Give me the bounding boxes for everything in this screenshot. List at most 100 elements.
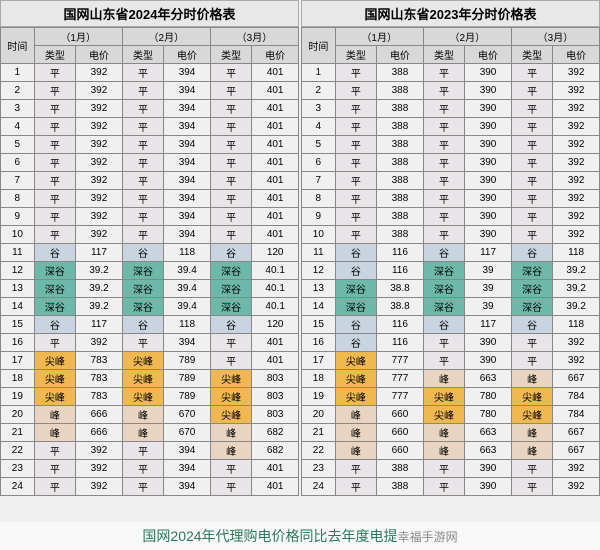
hour-cell: 19 bbox=[302, 388, 336, 406]
table-body-2024: 1平392平394平4012平392平394平4013平392平394平4014… bbox=[1, 64, 299, 496]
table-row: 7平388平390平392 bbox=[302, 172, 600, 190]
hour-cell: 24 bbox=[302, 478, 336, 496]
table-row: 11谷117谷118谷120 bbox=[1, 244, 299, 262]
price-cell: 390 bbox=[465, 64, 512, 82]
price-cell: 116 bbox=[377, 316, 424, 334]
price-cell: 392 bbox=[553, 334, 600, 352]
type-cell: 平 bbox=[122, 334, 163, 352]
price-cell: 39.4 bbox=[164, 298, 211, 316]
price-cell: 39.2 bbox=[553, 280, 600, 298]
hour-cell: 5 bbox=[302, 136, 336, 154]
table-row: 16平392平394平401 bbox=[1, 334, 299, 352]
table-row: 16谷116平390平392 bbox=[302, 334, 600, 352]
table-row: 17尖峰777平390平392 bbox=[302, 352, 600, 370]
type-cell: 谷 bbox=[511, 244, 552, 262]
hour-cell: 15 bbox=[1, 316, 35, 334]
table-row: 1平392平394平401 bbox=[1, 64, 299, 82]
table-row: 5平392平394平401 bbox=[1, 136, 299, 154]
type-cell: 平 bbox=[335, 136, 376, 154]
price-cell: 394 bbox=[164, 478, 211, 496]
price-cell: 789 bbox=[164, 352, 211, 370]
price-cell: 777 bbox=[377, 352, 424, 370]
type-cell: 平 bbox=[122, 172, 163, 190]
type-cell: 谷 bbox=[423, 316, 464, 334]
table-row: 12谷116深谷39深谷39.2 bbox=[302, 262, 600, 280]
price-cell: 390 bbox=[465, 190, 512, 208]
price-cell: 392 bbox=[553, 172, 600, 190]
type-cell: 深谷 bbox=[210, 262, 251, 280]
type-cell: 平 bbox=[335, 154, 376, 172]
table-row: 6平392平394平401 bbox=[1, 154, 299, 172]
type-cell: 平 bbox=[210, 82, 251, 100]
price-cell: 401 bbox=[252, 478, 299, 496]
price-cell: 116 bbox=[377, 334, 424, 352]
type-cell: 平 bbox=[335, 478, 376, 496]
table-title-2024: 国网山东省2024年分时价格表 bbox=[0, 0, 299, 27]
price-cell: 394 bbox=[164, 190, 211, 208]
price-cell: 666 bbox=[76, 424, 123, 442]
type-cell: 尖峰 bbox=[34, 370, 75, 388]
header-type-1: 类型 bbox=[335, 46, 376, 64]
price-cell: 118 bbox=[164, 316, 211, 334]
header-row-months: 时间 （1月） （2月） （3月） bbox=[302, 28, 600, 46]
type-cell: 平 bbox=[335, 190, 376, 208]
header-row-sub: 类型 电价 类型 电价 类型 电价 bbox=[1, 46, 299, 64]
type-cell: 峰 bbox=[335, 442, 376, 460]
type-cell: 尖峰 bbox=[423, 388, 464, 406]
type-cell: 平 bbox=[511, 334, 552, 352]
type-cell: 平 bbox=[210, 64, 251, 82]
price-cell: 394 bbox=[164, 208, 211, 226]
type-cell: 平 bbox=[34, 226, 75, 244]
hour-cell: 20 bbox=[302, 406, 336, 424]
type-cell: 峰 bbox=[335, 406, 376, 424]
type-cell: 平 bbox=[423, 100, 464, 118]
type-cell: 深谷 bbox=[335, 298, 376, 316]
table-row: 2平388平390平392 bbox=[302, 82, 600, 100]
type-cell: 深谷 bbox=[122, 280, 163, 298]
price-cell: 39 bbox=[465, 298, 512, 316]
price-cell: 390 bbox=[465, 226, 512, 244]
type-cell: 峰 bbox=[511, 370, 552, 388]
table-row: 24平392平394平401 bbox=[1, 478, 299, 496]
price-cell: 803 bbox=[252, 388, 299, 406]
watermark: 幸福手游网 bbox=[398, 530, 458, 544]
price-cell: 390 bbox=[465, 118, 512, 136]
hour-cell: 22 bbox=[1, 442, 35, 460]
type-cell: 尖峰 bbox=[34, 388, 75, 406]
type-cell: 平 bbox=[34, 154, 75, 172]
price-cell: 120 bbox=[252, 316, 299, 334]
type-cell: 平 bbox=[122, 190, 163, 208]
header-month-2: （2月） bbox=[122, 28, 210, 46]
hour-cell: 1 bbox=[302, 64, 336, 82]
type-cell: 平 bbox=[210, 118, 251, 136]
price-cell: 394 bbox=[164, 460, 211, 478]
price-cell: 401 bbox=[252, 460, 299, 478]
price-cell: 388 bbox=[377, 190, 424, 208]
hour-cell: 3 bbox=[302, 100, 336, 118]
hour-cell: 1 bbox=[1, 64, 35, 82]
footer-main: 国网2024年代理购电价格同比去年度电提 bbox=[142, 528, 397, 544]
price-cell: 392 bbox=[76, 334, 123, 352]
header-price-2: 电价 bbox=[465, 46, 512, 64]
price-cell: 392 bbox=[553, 190, 600, 208]
table-row: 21峰666峰670峰682 bbox=[1, 424, 299, 442]
price-cell: 392 bbox=[76, 118, 123, 136]
table-row: 1平388平390平392 bbox=[302, 64, 600, 82]
hour-cell: 24 bbox=[1, 478, 35, 496]
price-cell: 394 bbox=[164, 100, 211, 118]
table-row: 4平388平390平392 bbox=[302, 118, 600, 136]
price-cell: 392 bbox=[76, 190, 123, 208]
price-cell: 401 bbox=[252, 64, 299, 82]
price-cell: 392 bbox=[553, 226, 600, 244]
price-cell: 390 bbox=[465, 136, 512, 154]
price-table-2023: 时间 （1月） （2月） （3月） 类型 电价 类型 电价 类型 电价 1平38… bbox=[301, 27, 600, 496]
type-cell: 平 bbox=[511, 64, 552, 82]
type-cell: 深谷 bbox=[210, 280, 251, 298]
price-cell: 401 bbox=[252, 352, 299, 370]
hour-cell: 16 bbox=[1, 334, 35, 352]
price-cell: 660 bbox=[377, 442, 424, 460]
type-cell: 尖峰 bbox=[423, 406, 464, 424]
price-cell: 392 bbox=[76, 478, 123, 496]
price-cell: 789 bbox=[164, 388, 211, 406]
type-cell: 峰 bbox=[122, 424, 163, 442]
